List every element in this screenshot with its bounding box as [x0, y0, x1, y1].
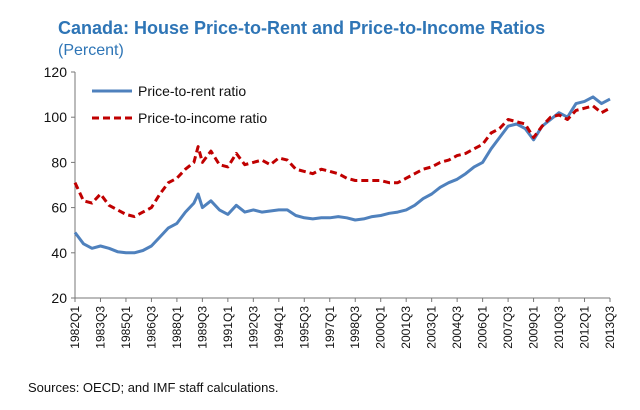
legend-label: Price-to-income ratio: [138, 110, 267, 126]
y-tick-label: 60: [51, 200, 67, 216]
x-tick-label: 2006Q1: [476, 306, 490, 349]
series-line-price-to-income: [73, 104, 611, 219]
x-tick-label: 2010Q3: [552, 306, 566, 349]
chart-title: Canada: House Price-to-Rent and Price-to…: [58, 18, 546, 38]
x-tick-label: 1985Q1: [119, 306, 133, 349]
series-line-price-to-rent: [73, 95, 611, 255]
chart-subtitle: (Percent): [58, 42, 124, 59]
y-tick-label: 100: [44, 109, 68, 125]
x-tick-label: 2003Q1: [425, 306, 439, 349]
x-tick-label: 1997Q1: [323, 306, 337, 349]
x-tick-label: 1983Q3: [93, 306, 107, 349]
x-tick-label: 2004Q3: [450, 306, 464, 349]
x-tick-label: 1992Q3: [246, 306, 260, 349]
x-tick-label: 1986Q3: [144, 306, 158, 349]
y-tick-label: 80: [51, 154, 67, 170]
y-tick-label: 40: [51, 245, 67, 261]
x-tick-label: 1995Q3: [297, 306, 311, 349]
legend-label: Price-to-rent ratio: [138, 83, 246, 99]
x-tick-label: 1998Q3: [348, 306, 362, 349]
x-tick-label: 2012Q1: [578, 306, 592, 349]
x-tick-label: 2001Q3: [399, 306, 413, 349]
source-note: Sources: OECD; and IMF staff calculation…: [28, 380, 279, 395]
y-tick-label: 120: [44, 64, 68, 80]
x-tick-label: 1989Q3: [195, 306, 209, 349]
x-tick-label: 1982Q1: [68, 306, 82, 349]
x-tick-label: 1991Q1: [221, 306, 235, 349]
x-tick-label: 2007Q3: [501, 306, 515, 349]
x-tick-label: 2000Q1: [374, 306, 388, 349]
x-tick-label: 1994Q1: [272, 306, 286, 349]
x-tick-label: 2013Q3: [603, 306, 617, 349]
y-tick-label: 20: [51, 290, 67, 306]
x-tick-label: 2009Q1: [527, 306, 541, 349]
x-tick-label: 1988Q1: [170, 306, 184, 349]
